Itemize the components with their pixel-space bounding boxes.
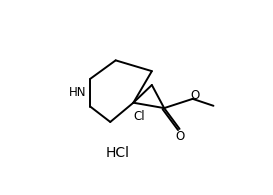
Text: O: O xyxy=(175,130,184,143)
Text: O: O xyxy=(190,89,200,102)
Text: HCl: HCl xyxy=(106,146,130,160)
Text: Cl: Cl xyxy=(133,110,145,123)
Text: HN: HN xyxy=(69,86,87,99)
